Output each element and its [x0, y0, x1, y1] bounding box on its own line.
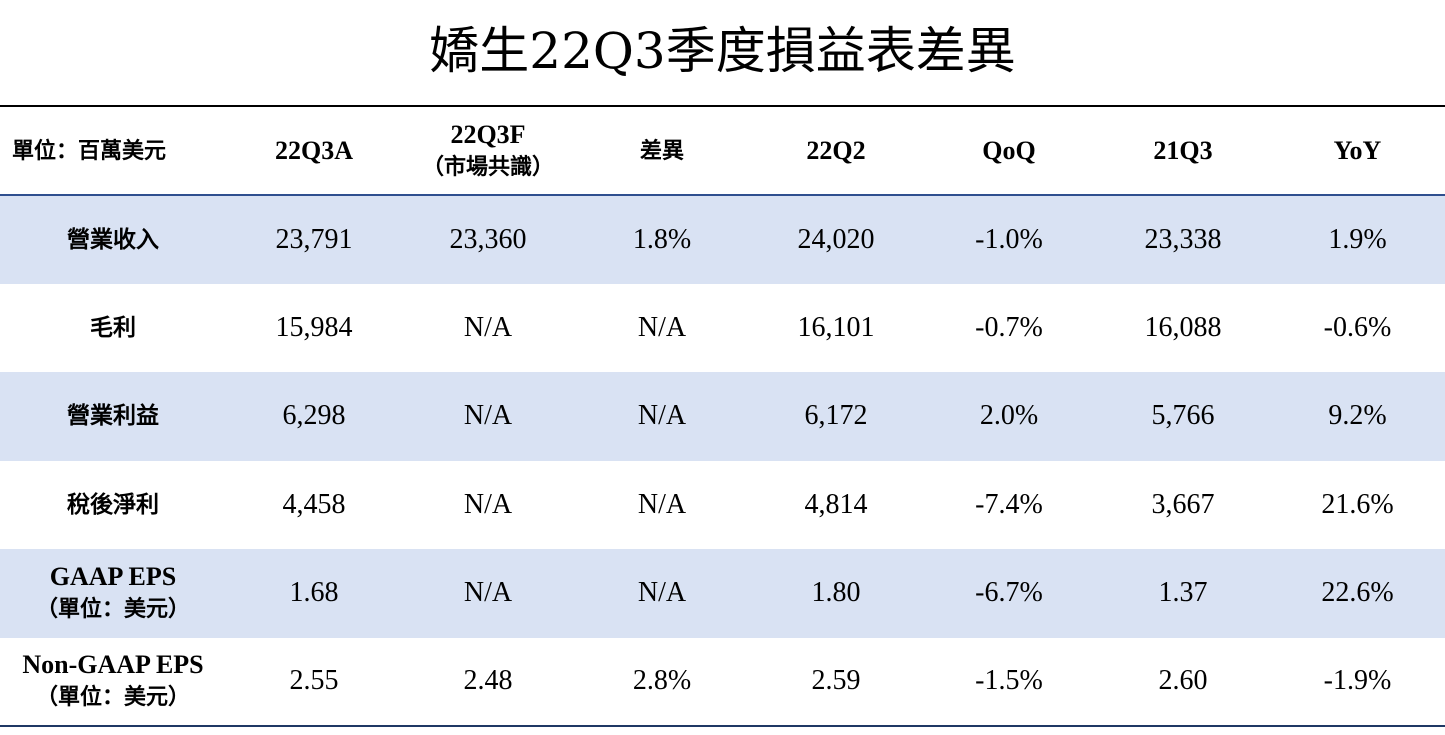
table-cell: -1.5%: [975, 665, 1043, 697]
table-cell: -0.6%: [1323, 311, 1392, 343]
column-header-22q3f-main: 22Q3F: [450, 119, 526, 149]
page-title: 嬌生22Q3季度損益表差異: [429, 22, 1016, 80]
header-row: 單位：百萬美元 22Q3A 22Q3F （市場共識） 差異 22Q2 QoQ 2…: [0, 106, 1445, 195]
table-cell: 1.68: [289, 577, 339, 609]
table-cell: 22.6%: [1321, 577, 1394, 609]
table-row: 營業收入 23,791 23,360 1.8% 24,020 -1.0% 23,…: [0, 195, 1445, 284]
table-cell: 16,101: [797, 311, 875, 343]
table-row: 毛利 15,984 N/A N/A 16,101 -0.7% 16,088 -0…: [0, 284, 1445, 373]
table-cell: N/A: [463, 577, 513, 609]
column-header-qoq: QoQ: [982, 135, 1036, 165]
row-label-gross-profit: 毛利: [90, 313, 136, 341]
table-cell: -1.0%: [975, 223, 1043, 255]
unit-label: 單位：百萬美元: [12, 137, 167, 164]
table-cell: 2.48: [463, 665, 513, 697]
table-cell: 6,172: [804, 400, 868, 432]
row-label-net-income: 稅後淨利: [67, 490, 159, 518]
table-cell: 2.60: [1158, 665, 1208, 697]
table-cell: 6,298: [282, 400, 346, 432]
table-cell: 2.8%: [632, 665, 692, 697]
table-cell: 1.37: [1158, 577, 1208, 609]
table-cell: -0.7%: [975, 311, 1043, 343]
table-cell: 1.8%: [632, 223, 692, 255]
row-label-unit: （單位：美元）: [35, 596, 190, 623]
table-cell: N/A: [463, 311, 513, 343]
column-header-difference: 差異: [639, 137, 684, 164]
table-cell: 4,814: [804, 488, 868, 520]
column-header-22q3f-sub: （市場共識）: [421, 153, 554, 180]
row-label-gaap-eps: GAAP EPS （單位：美元）: [0, 549, 226, 638]
table-cell: 21.6%: [1321, 488, 1394, 520]
table-cell: N/A: [463, 488, 513, 520]
table-cell: 5,766: [1151, 400, 1215, 432]
table-cell: 24,020: [797, 223, 875, 255]
column-header-21q3: 21Q3: [1153, 135, 1213, 165]
table-cell: 23,791: [275, 223, 353, 255]
row-label-unit: （單位：美元）: [35, 684, 190, 711]
table-cell: 2.55: [289, 665, 339, 697]
table-row: 營業利益 6,298 N/A N/A 6,172 2.0% 5,766 9.2%: [0, 372, 1445, 461]
table-cell: -1.9%: [1323, 665, 1392, 697]
table-cell: 15,984: [275, 311, 353, 343]
row-label-operating-income: 營業利益: [67, 402, 159, 430]
table-cell: N/A: [637, 577, 687, 609]
table-cell: 16,088: [1144, 311, 1222, 343]
income-statement-table: 單位：百萬美元 22Q3A 22Q3F （市場共識） 差異 22Q2 QoQ 2…: [0, 105, 1445, 727]
table-cell: 9.2%: [1328, 400, 1387, 432]
table-cell: 3,667: [1151, 488, 1215, 520]
table-cell: 4,458: [282, 488, 346, 520]
table-cell: 23,338: [1144, 223, 1222, 255]
table-cell: N/A: [637, 311, 687, 343]
table-row: Non-GAAP EPS （單位：美元） 2.55 2.48 2.8% 2.59…: [0, 638, 1445, 727]
table-cell: 2.59: [811, 665, 861, 697]
row-label-revenue: 營業收入: [67, 225, 159, 253]
column-header-22q3a: 22Q3A: [275, 135, 353, 165]
row-label-non-gaap-eps: Non-GAAP EPS （單位：美元）: [0, 638, 226, 727]
column-header-yoy: YoY: [1333, 135, 1382, 165]
table-cell: 2.0%: [979, 400, 1039, 432]
table-cell: -6.7%: [975, 577, 1043, 609]
table-cell: -7.4%: [975, 488, 1043, 520]
table-row: GAAP EPS （單位：美元） 1.68 N/A N/A 1.80 -6.7%…: [0, 549, 1445, 638]
table-cell: N/A: [463, 400, 513, 432]
column-header-22q2: 22Q2: [806, 135, 866, 165]
column-header-22q3f: 22Q3F （市場共識）: [402, 106, 574, 195]
table-cell: N/A: [637, 488, 687, 520]
table-cell: 23,360: [449, 223, 527, 255]
table-cell: 1.80: [811, 577, 861, 609]
row-label-main: Non-GAAP EPS: [22, 650, 204, 680]
table-row: 稅後淨利 4,458 N/A N/A 4,814 -7.4% 3,667 21.…: [0, 461, 1445, 550]
row-label-main: GAAP EPS: [49, 562, 177, 592]
table-cell: N/A: [637, 400, 687, 432]
table-cell: 1.9%: [1328, 223, 1387, 255]
